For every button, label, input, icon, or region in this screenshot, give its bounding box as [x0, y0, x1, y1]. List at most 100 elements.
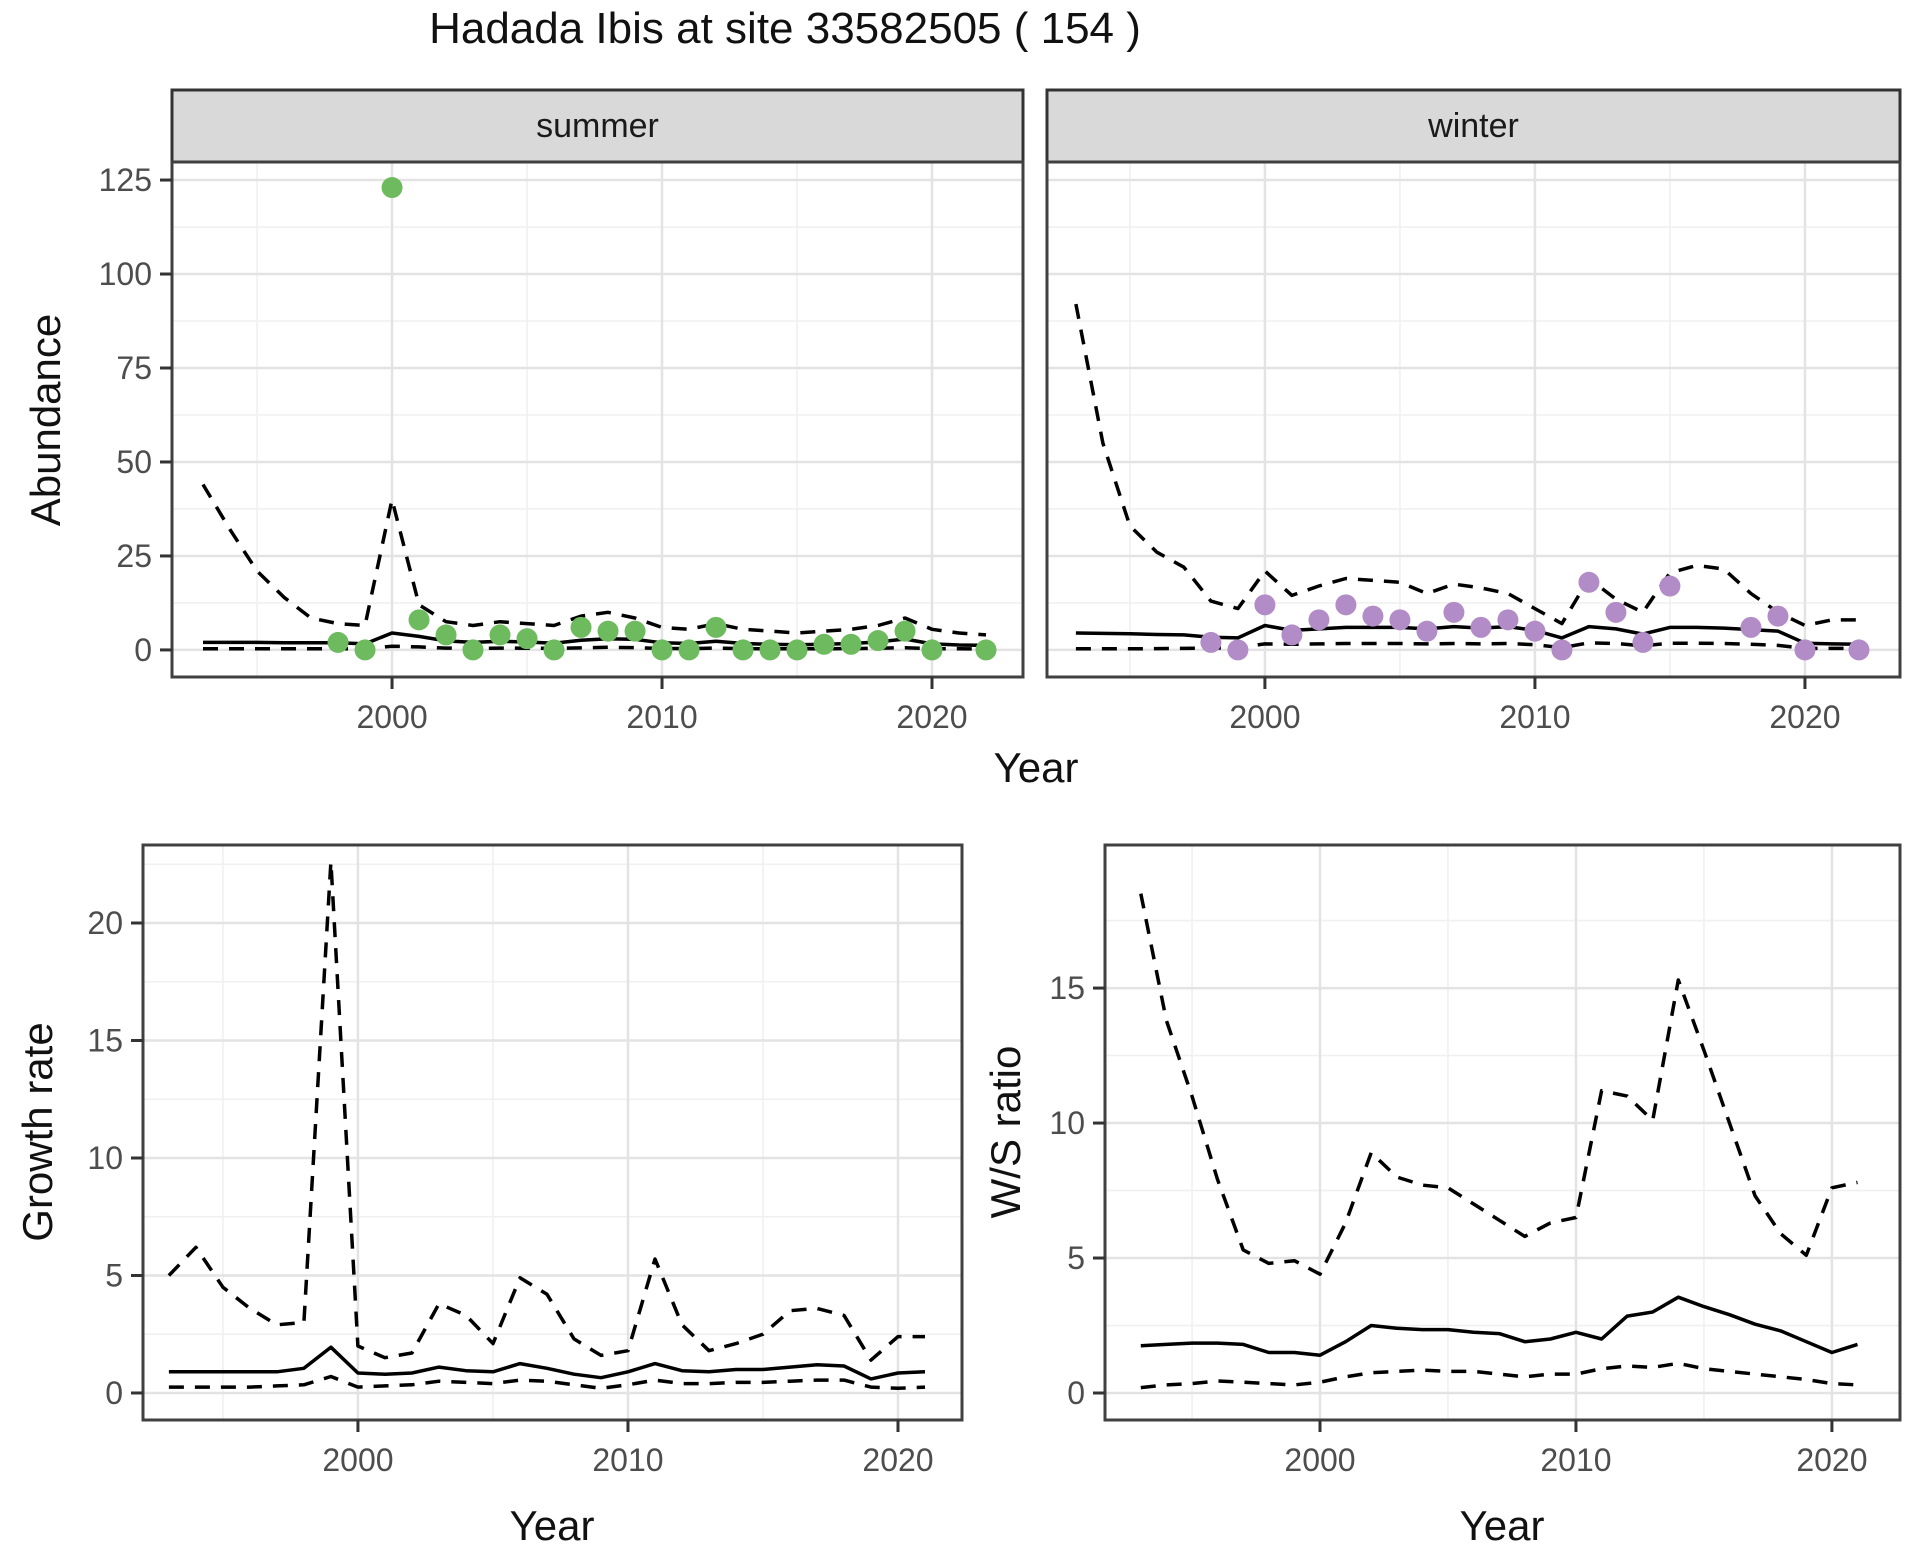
panel-background [1047, 162, 1900, 677]
counts-point [1362, 605, 1384, 627]
counts-point [624, 620, 646, 642]
y-tick-label: 10 [87, 1140, 123, 1176]
ws_ratio-panel: 2000 2010 2020 0 5 10 15 [1049, 843, 1902, 1478]
counts-point [840, 633, 862, 655]
counts-point [1848, 639, 1870, 661]
panel-border [170, 160, 1025, 679]
counts-point [1794, 639, 1816, 661]
x-axis-title-year-growth: Year [509, 1502, 595, 1549]
y-tick-label: 5 [1067, 1240, 1085, 1276]
x-tick-label: 2000 [356, 699, 427, 735]
counts-point [1335, 594, 1357, 616]
counts-point [1605, 601, 1627, 623]
counts-point [543, 639, 565, 661]
counts-point [1389, 609, 1411, 631]
y-tick-label: 50 [116, 444, 152, 480]
counts-point [1632, 631, 1654, 653]
counts-point [1497, 609, 1519, 631]
counts-point [651, 639, 673, 661]
panel-border [1045, 160, 1902, 679]
counts-point [408, 609, 430, 631]
x-tick-label: 2010 [1499, 699, 1570, 735]
counts-point [1281, 624, 1303, 646]
counts-point [462, 639, 484, 661]
counts-point [1200, 631, 1222, 653]
counts-point [705, 616, 727, 638]
counts-point [597, 620, 619, 642]
upper_ci-line [167, 860, 925, 1362]
panel-background [172, 162, 1023, 677]
counts-point [759, 639, 781, 661]
x-tick-label: 2020 [896, 699, 967, 735]
x-tick-label: 2000 [1229, 699, 1300, 735]
facet-strip-summer-label: summer [536, 107, 659, 145]
counts-point [867, 630, 889, 652]
y-tick-label: 100 [99, 256, 152, 292]
lower_ci-line [1140, 1361, 1858, 1390]
x-axis-title-year-ws: Year [1459, 1502, 1545, 1549]
counts-point [1443, 601, 1465, 623]
counts-point [732, 639, 754, 661]
y-tick-label: 20 [87, 905, 123, 941]
y-axis-title-abundance: Abundance [22, 313, 69, 527]
counts-point [1659, 575, 1681, 597]
y-axis-title-growth-rate: Growth rate [14, 1022, 61, 1242]
y-tick-label: 75 [116, 350, 152, 386]
counts-point [1470, 616, 1492, 638]
x-tick-label: 2000 [1284, 1442, 1355, 1478]
counts-point [1524, 620, 1546, 642]
growth_rate-panel: 2000 2010 2020 0 5 10 15 20 [87, 843, 964, 1478]
counts-point [381, 177, 403, 199]
counts-point [1254, 594, 1276, 616]
x-tick-label: 2010 [592, 1442, 663, 1478]
counts-point [570, 616, 592, 638]
y-tick-label: 25 [116, 538, 152, 574]
counts-point [1740, 616, 1762, 638]
y-tick-label: 5 [105, 1257, 123, 1293]
panel-background [1105, 845, 1900, 1420]
y-tick-label: 0 [134, 632, 152, 668]
y-tick-label: 0 [105, 1375, 123, 1411]
facet-strip-winter-label: winter [1428, 107, 1519, 145]
panel-border [141, 843, 964, 1422]
x-axis-title-year-top: Year [993, 744, 1079, 791]
y-tick-label: 15 [87, 1023, 123, 1059]
y-axis-title-ws-ratio: W/S ratio [982, 1045, 1029, 1219]
counts-point [435, 624, 457, 646]
counts-point [327, 631, 349, 653]
counts-point [921, 639, 943, 661]
upper_ci-line [201, 483, 987, 637]
counts-point [354, 639, 376, 661]
counts-point [1416, 620, 1438, 642]
y-tick-label: 10 [1049, 1105, 1085, 1141]
counts-point [786, 639, 808, 661]
counts-point [1308, 609, 1330, 631]
counts-point [678, 639, 700, 661]
abundance_summer-panel: 2000 2010 2020 0 25 50 75 100 125 [99, 88, 1025, 735]
y-tick-label: 15 [1049, 970, 1085, 1006]
counts-point [1227, 639, 1249, 661]
facet-strip [1045, 88, 1902, 164]
facet-strip [170, 88, 1025, 164]
counts-point [516, 628, 538, 650]
fit-line [1140, 1295, 1859, 1357]
plot-title: Hadada Ibis at site 33582505 ( 154 ) [429, 4, 1141, 53]
x-tick-label: 2010 [1540, 1442, 1611, 1478]
upper_ci-line [1139, 893, 1858, 1276]
fit-line [168, 1345, 926, 1381]
counts-point [1767, 605, 1789, 627]
counts-point [1578, 571, 1600, 593]
panel-background [143, 845, 962, 1420]
counts-point [489, 624, 511, 646]
counts-point [894, 620, 916, 642]
lower_ci-line [168, 1374, 926, 1391]
y-tick-label: 125 [99, 162, 152, 198]
x-tick-label: 2000 [322, 1442, 393, 1478]
counts-point [813, 633, 835, 655]
y-tick-label: 0 [1067, 1375, 1085, 1411]
x-tick-label: 2020 [1796, 1442, 1867, 1478]
panel-border [1103, 843, 1902, 1422]
x-tick-label: 2020 [862, 1442, 933, 1478]
